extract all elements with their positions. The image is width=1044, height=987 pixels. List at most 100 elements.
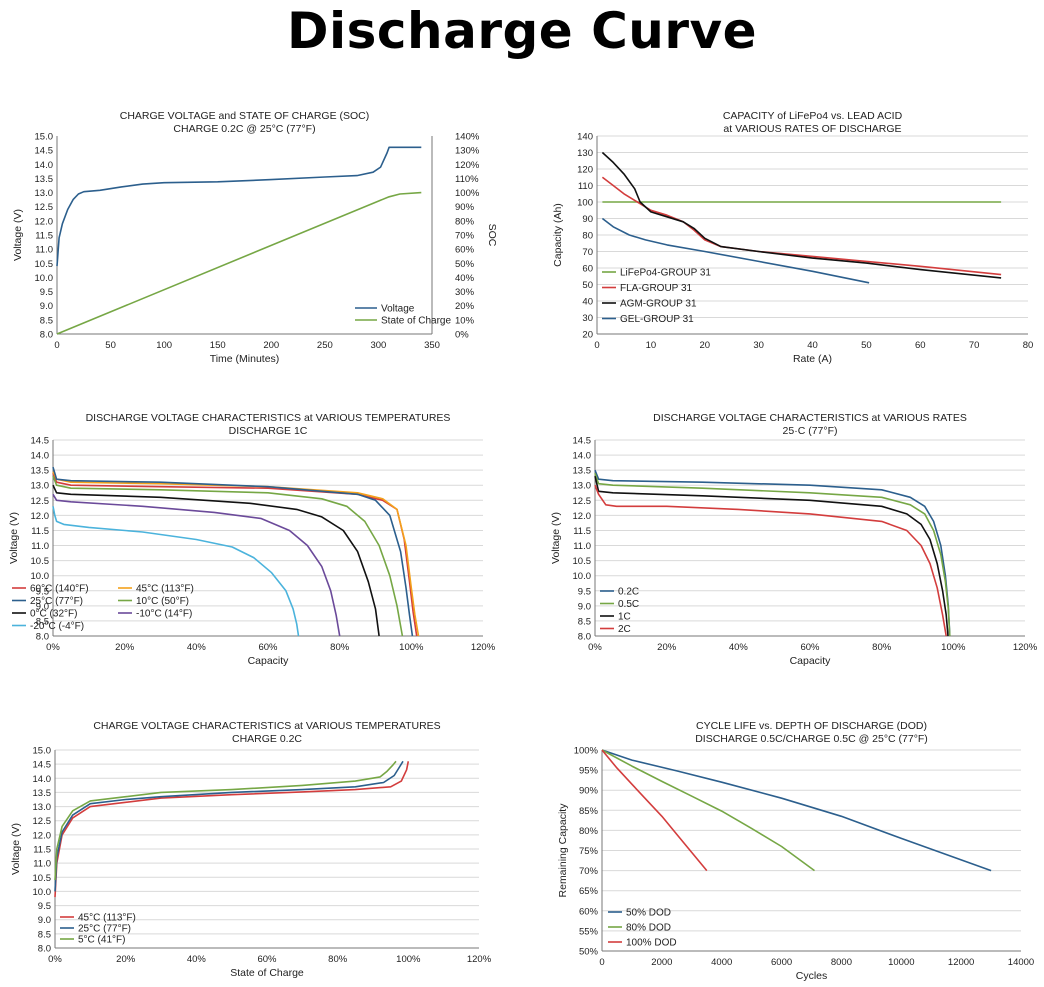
x-tick-label: 60%	[258, 642, 278, 653]
y2-tick-label: 30%	[455, 287, 475, 298]
y-tick-label: 14.5	[573, 436, 592, 447]
x-tick-label: 0%	[46, 642, 60, 653]
legend-label: 5°C (41°F)	[78, 935, 125, 946]
series-line-3	[601, 217, 870, 284]
x-tick-label: 120%	[1013, 642, 1038, 653]
x-tick-label: 60	[915, 340, 926, 351]
y2-tick-label: 50%	[455, 259, 475, 270]
legend-label: 25°C (77°F)	[78, 924, 131, 935]
legend-label: 45°C (113°F)	[78, 913, 136, 924]
legend-label: 45°C (113°F)	[136, 584, 194, 595]
y-tick-label: 9.5	[36, 586, 49, 597]
legend-label: 2C	[618, 624, 631, 635]
y-tick-label: 14.0	[573, 451, 592, 462]
y-tick-label: 11.5	[35, 231, 53, 242]
chart-discharge-voltage-temperatures: DISCHARGE VOLTAGE CHARACTERISTICS at VAR…	[8, 412, 496, 667]
y-tick-label: 10.5	[573, 556, 592, 567]
series-line-1	[601, 176, 1002, 276]
y-tick-label: 70	[582, 247, 593, 258]
y-tick-label: 30	[582, 313, 593, 324]
x-axis-label: State of Charge	[230, 967, 304, 979]
y-tick-label: 9.0	[36, 601, 49, 612]
y-tick-label: 12.5	[33, 816, 52, 827]
y-tick-label: 15.0	[33, 746, 52, 757]
series-line-1	[54, 760, 404, 892]
x-tick-label: 20%	[116, 954, 136, 965]
series-line-2	[52, 466, 414, 637]
x-tick-label: 150	[210, 340, 226, 351]
y-tick-label: 120	[577, 165, 593, 176]
y-tick-label: 12.0	[35, 216, 54, 227]
y-tick-label: 70%	[579, 866, 599, 877]
y-tick-label: 8.0	[38, 944, 51, 955]
y-tick-label: 8.0	[40, 330, 53, 341]
y-tick-label: 12.5	[35, 202, 54, 213]
y-tick-label: 65%	[579, 886, 599, 897]
x-tick-label: 80%	[872, 642, 892, 653]
x-tick-label: 70	[969, 340, 980, 351]
y-tick-label: 14.0	[35, 160, 54, 171]
series-line-0	[54, 761, 410, 898]
y-tick-label: 110	[578, 181, 593, 192]
legend-label: GEL-GROUP 31	[620, 314, 694, 325]
y-axis-label: Voltage (V)	[10, 823, 22, 875]
y-tick-label: 14.5	[35, 146, 54, 157]
y-tick-label: 95%	[579, 766, 599, 777]
chart-subtitle: CHARGE 0.2C @ 25°C (77°F)	[173, 123, 315, 135]
series-line-2	[601, 151, 1002, 279]
y-tick-label: 8.5	[40, 315, 53, 326]
legend-label: 0.2C	[618, 587, 639, 598]
x-axis-label: Capacity	[790, 655, 832, 667]
series-line-3	[52, 475, 404, 637]
chart-subtitle: DISCHARGE 0.5C/CHARGE 0.5C @ 25°C (77°F)	[695, 733, 928, 745]
y-tick-label: 12.0	[33, 830, 52, 841]
y2-tick-label: 110%	[455, 174, 479, 185]
y-tick-label: 60%	[579, 906, 599, 917]
y-tick-label: 80	[582, 231, 593, 242]
series-line-1	[601, 749, 815, 872]
y-tick-label: 100	[577, 198, 593, 209]
legend-label: 100% DOD	[626, 938, 677, 949]
x-tick-label: 20%	[115, 642, 135, 653]
y-tick-label: 9.5	[40, 287, 53, 298]
y-tick-label: 10.5	[35, 259, 54, 270]
chart-subtitle: at VARIOUS RATES OF DISCHARGE	[723, 123, 901, 135]
y-tick-label: 9.5	[38, 901, 51, 912]
y-tick-label: 13.0	[33, 802, 52, 813]
y-tick-label: 8.5	[38, 929, 51, 940]
y-tick-label: 14.5	[33, 760, 52, 771]
x-axis-label: Cycles	[796, 970, 828, 982]
x-tick-label: 10	[646, 340, 657, 351]
legend-label: AGM-GROUP 31	[620, 299, 697, 310]
x-tick-label: 8000	[831, 957, 852, 968]
series-line-4	[52, 484, 380, 637]
chart-subtitle: CHARGE 0.2C	[232, 733, 302, 745]
chart-subtitle: DISCHARGE 1C	[229, 425, 308, 437]
x-tick-label: 120%	[467, 954, 492, 965]
y-tick-label: 50%	[579, 947, 599, 958]
y-tick-label: 9.0	[578, 601, 591, 612]
x-tick-label: 80%	[328, 954, 348, 965]
x-tick-label: 100%	[396, 954, 421, 965]
x-tick-label: 30	[753, 340, 764, 351]
x-tick-label: 250	[317, 340, 333, 351]
x-tick-label: 300	[370, 340, 386, 351]
x-tick-label: 10000	[888, 957, 914, 968]
y-tick-label: 8.0	[36, 632, 49, 643]
y-tick-label: 14.0	[33, 774, 52, 785]
y-tick-label: 13.5	[33, 788, 52, 799]
legend-label: -10°C (14°F)	[136, 609, 192, 620]
x-tick-label: 20%	[657, 642, 677, 653]
legend-label: 80% DOD	[626, 923, 671, 934]
x-tick-label: 60%	[800, 642, 820, 653]
y-tick-label: 100%	[574, 746, 599, 757]
x-tick-label: 4000	[711, 957, 732, 968]
chart-title: CAPACITY of LiFePo4 vs. LEAD ACID	[723, 110, 903, 122]
y-tick-label: 11.0	[573, 541, 591, 552]
y-tick-label: 12.0	[31, 511, 50, 522]
legend-label: FLA-GROUP 31	[620, 283, 692, 294]
y2-tick-label: 70%	[455, 231, 475, 242]
x-tick-label: 0%	[48, 954, 62, 965]
y-tick-label: 8.5	[36, 616, 49, 627]
y-tick-label: 13.5	[35, 174, 54, 185]
